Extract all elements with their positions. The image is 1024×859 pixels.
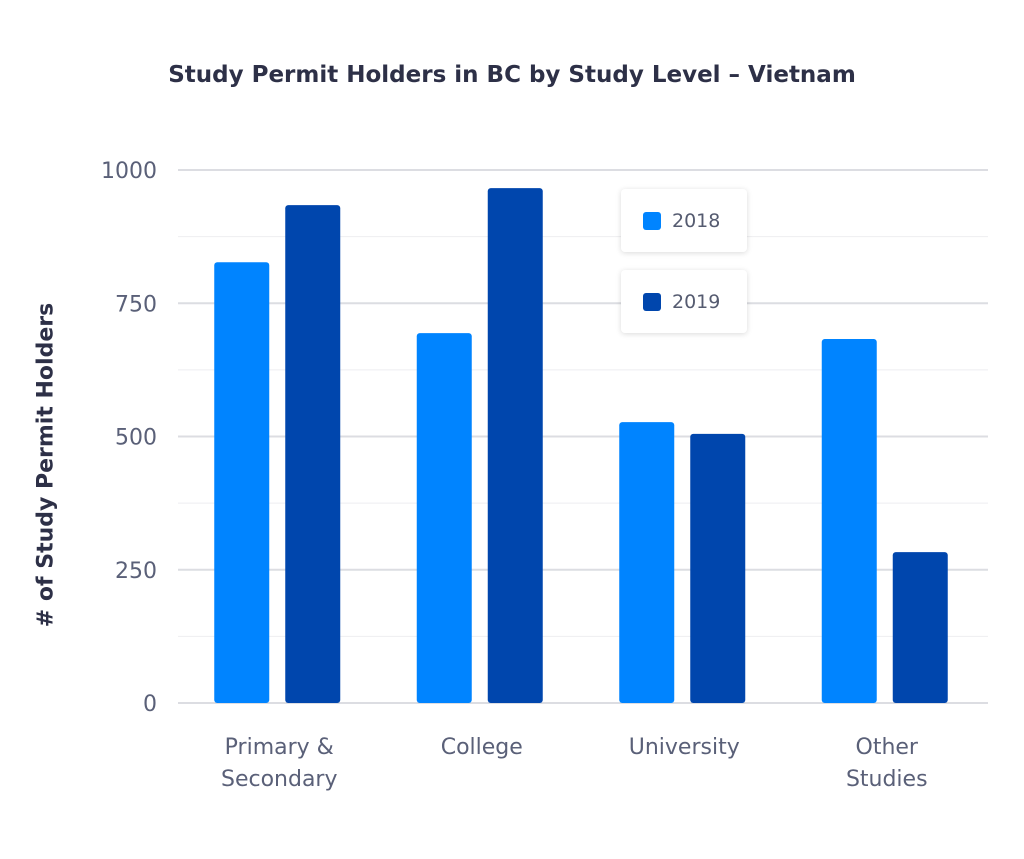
y-tick-label: 1000 xyxy=(101,159,157,184)
bar-2018-3 xyxy=(821,338,877,703)
y-tick-label: 500 xyxy=(115,426,157,451)
legend-label: 2018 xyxy=(672,209,721,232)
legend-item-2018: 2018 xyxy=(621,189,747,252)
bar-2018-2 xyxy=(619,422,675,703)
legend-swatch-2019 xyxy=(643,292,661,311)
bar-2019-3 xyxy=(892,552,948,703)
x-tick-label: Primary & Secondary xyxy=(179,732,379,796)
chart-title: Study Permit Holders in BC by Study Leve… xyxy=(168,62,856,88)
x-tick-label: University xyxy=(584,732,784,764)
x-tick-label-line: Other xyxy=(855,735,918,760)
bar-2018-1 xyxy=(416,333,472,703)
x-tick-label: College xyxy=(382,732,582,764)
legend-swatch-2018 xyxy=(643,211,661,230)
bar-2019-1 xyxy=(487,188,543,703)
x-tick-label-line: Secondary xyxy=(220,767,338,792)
x-tick-label: Other Studies xyxy=(787,732,987,796)
legend-label: 2019 xyxy=(672,290,721,313)
x-tick-label-line: College xyxy=(440,735,523,760)
bar-2019-0 xyxy=(285,205,341,704)
x-tick-label-line: Studies xyxy=(845,767,928,792)
y-tick-label: 250 xyxy=(115,559,157,584)
x-tick-label-line: University xyxy=(628,735,740,760)
x-tick-label-line: Primary & xyxy=(224,735,334,760)
y-tick-label: 750 xyxy=(115,292,157,317)
bar-2018-0 xyxy=(214,262,270,703)
bar-2019-2 xyxy=(690,433,746,703)
legend-item-2019: 2019 xyxy=(621,270,747,333)
y-tick-label: 0 xyxy=(143,692,157,717)
